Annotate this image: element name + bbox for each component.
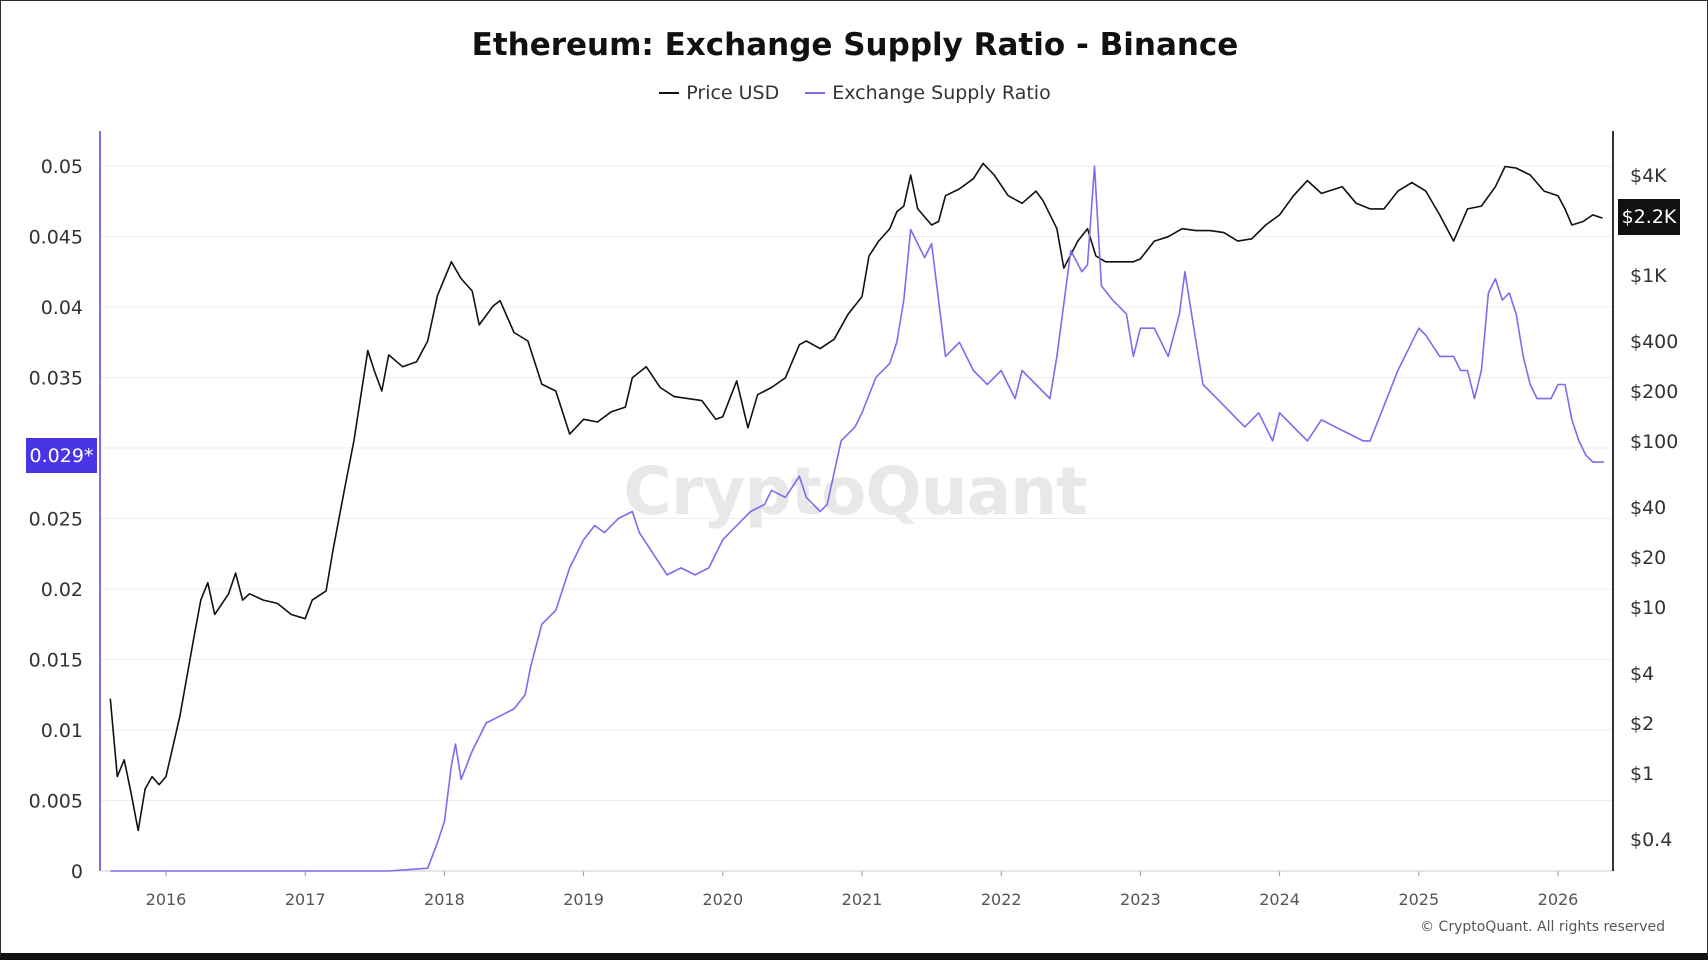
series-line-price-usd bbox=[109, 162, 1603, 832]
series-layer bbox=[109, 162, 1604, 872]
y-right-tick-label: $100 bbox=[1630, 431, 1678, 453]
legend-swatch-supply-ratio bbox=[805, 92, 826, 94]
x-tick-label: 2026 bbox=[1538, 890, 1579, 909]
x-tick-label: 2020 bbox=[702, 890, 743, 909]
y-right-tick-label: $400 bbox=[1630, 331, 1678, 353]
current-ratio-badge: 0.029* bbox=[26, 438, 97, 473]
legend-label-supply-ratio: Exchange Supply Ratio bbox=[832, 82, 1051, 104]
legend: Price USD Exchange Supply Ratio bbox=[1, 82, 1708, 104]
y-right-tick-label: $20 bbox=[1630, 547, 1666, 569]
x-tick-label: 2021 bbox=[842, 890, 883, 909]
y-right-tick-label: $40 bbox=[1630, 497, 1666, 519]
y-left-tick-label: 0.04 bbox=[41, 297, 83, 319]
x-tick-label: 2023 bbox=[1120, 890, 1161, 909]
x-tick-label: 2016 bbox=[146, 890, 187, 909]
y-left-tick-label: 0.01 bbox=[41, 720, 83, 742]
y-left-tick-label: 0.035 bbox=[29, 368, 83, 390]
y-right-tick-label: $1 bbox=[1630, 763, 1654, 785]
y-right-tick-label: $0.4 bbox=[1630, 829, 1672, 851]
y-right-tick-label: $2 bbox=[1630, 713, 1654, 735]
y-right-tick-label: $1K bbox=[1630, 265, 1667, 287]
watermark: CryptoQuant bbox=[623, 453, 1087, 530]
y-left-tick-label: 0.025 bbox=[29, 509, 83, 531]
y-left-tick-label: 0.045 bbox=[29, 227, 83, 249]
x-tick-label: 2024 bbox=[1259, 890, 1300, 909]
x-tick-label: 2025 bbox=[1398, 890, 1439, 909]
y-left-tick-label: 0.02 bbox=[41, 579, 83, 601]
current-price-badge: $2.2K bbox=[1618, 199, 1680, 235]
y-right-tick-label: $10 bbox=[1630, 597, 1666, 619]
y-right-tick-label: $200 bbox=[1630, 381, 1678, 403]
y-left-tick-label: 0.05 bbox=[41, 156, 83, 178]
x-tick-label: 2022 bbox=[981, 890, 1022, 909]
legend-item-supply-ratio[interactable]: Exchange Supply Ratio bbox=[805, 82, 1051, 104]
axis-layer: 00.0050.010.0150.020.0250.030.0350.040.0… bbox=[29, 131, 1678, 909]
legend-item-price[interactable]: Price USD bbox=[659, 82, 779, 104]
y-left-tick-label: 0.005 bbox=[29, 791, 83, 813]
y-right-tick-label: $4 bbox=[1630, 663, 1654, 685]
chart-title: Ethereum: Exchange Supply Ratio - Binanc… bbox=[471, 27, 1239, 63]
series-line-exchange-supply-ratio bbox=[110, 165, 1604, 872]
y-left-tick-label: 0.015 bbox=[29, 650, 83, 672]
x-tick-label: 2017 bbox=[285, 890, 326, 909]
legend-label-price: Price USD bbox=[686, 82, 780, 104]
x-tick-label: 2019 bbox=[563, 890, 604, 909]
y-right-tick-label: $4K bbox=[1630, 165, 1667, 187]
legend-swatch-price bbox=[659, 92, 680, 94]
grid-layer bbox=[101, 165, 1613, 801]
x-tick-label: 2018 bbox=[424, 890, 465, 909]
copyright-text: © CryptoQuant. All rights reserved bbox=[1420, 919, 1665, 935]
y-left-tick-label: 0 bbox=[71, 861, 83, 883]
